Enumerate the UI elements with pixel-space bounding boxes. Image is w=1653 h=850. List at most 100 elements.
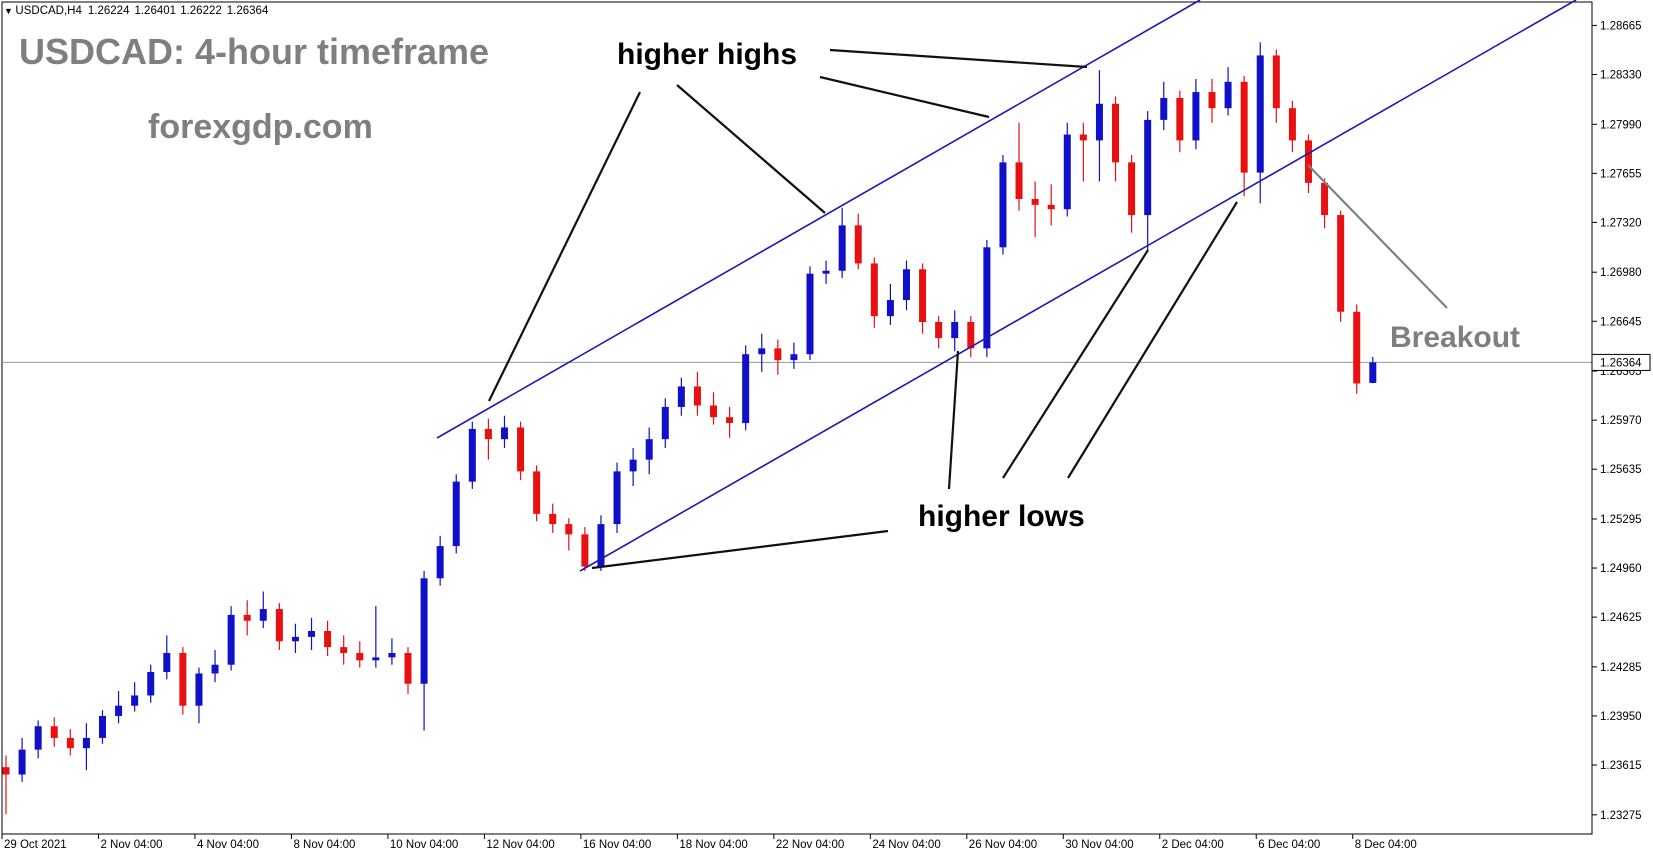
candle-body (179, 652, 187, 706)
header-symbol: USDCAD,H4 (15, 5, 82, 17)
candle-body (645, 439, 653, 460)
x-tick-label: 29 Oct 2021 (4, 839, 67, 850)
pointer-lines (488, 48, 1238, 570)
y-tick-label: 1.25970 (1600, 415, 1642, 427)
candle-body (1160, 97, 1168, 120)
candle-body (98, 715, 106, 738)
candle-body (533, 471, 541, 514)
x-tick-label: 22 Nov 04:00 (776, 839, 844, 850)
x-tick-label: 4 Nov 04:00 (197, 839, 259, 850)
header-high: 1.26401 (134, 5, 175, 17)
y-tick-label: 1.24960 (1600, 563, 1642, 575)
candle-body (902, 269, 910, 301)
candle-body (1240, 81, 1248, 173)
candle-body (468, 428, 476, 482)
breakout-pointer (1307, 164, 1448, 309)
plot-frame (1, 1, 1593, 835)
y-tick-label: 1.23950 (1600, 711, 1642, 723)
annotation: higher highs (617, 38, 797, 71)
candle-body (1321, 182, 1329, 216)
candle-body (790, 354, 798, 361)
candle-body (436, 546, 444, 579)
candle-body (983, 247, 991, 349)
candle-body (581, 534, 589, 567)
candle-body (951, 322, 959, 339)
y-tick-label: 1.28330 (1600, 69, 1642, 81)
candle-body (211, 664, 219, 674)
candle-body (82, 737, 90, 749)
pointer (488, 91, 641, 402)
candle-body (115, 705, 123, 716)
candle-body (758, 348, 766, 355)
candle-body (597, 524, 605, 567)
candle-body (1047, 204, 1055, 210)
current-price-label: 1.26364 (1600, 357, 1642, 369)
candle-body (967, 322, 975, 349)
candle-body (1337, 215, 1345, 312)
overlay-group: 1.26364 (1591, 353, 1651, 371)
candle-body (500, 427, 508, 440)
candle-body (340, 647, 348, 653)
candle-body (1288, 108, 1296, 141)
y-tick-label: 1.26645 (1600, 316, 1642, 328)
candle-body (1304, 140, 1312, 183)
y-tick-label: 1.23615 (1600, 760, 1642, 772)
y-tick-label: 1.25295 (1600, 514, 1642, 526)
candle-body (1369, 362, 1377, 383)
candle-body (308, 631, 316, 637)
x-tick-label: 8 Nov 04:00 (293, 839, 355, 850)
candle-body (1353, 311, 1361, 384)
chart-title: USDCAD: 4-hour timeframe (19, 31, 489, 72)
channel-lower (579, 0, 1577, 572)
candle-body (1144, 119, 1152, 216)
candle-body (356, 652, 364, 661)
candle-body (822, 270, 830, 274)
candle-body (147, 672, 155, 696)
y-tick-label: 1.24285 (1600, 662, 1642, 674)
candle-body (677, 386, 685, 407)
candle-body (484, 428, 492, 440)
candle-body (565, 524, 573, 535)
candle-body (163, 652, 171, 673)
current-price-box (1591, 353, 1651, 371)
candle-body (1272, 55, 1280, 109)
candle-body (34, 726, 42, 750)
pointer (1002, 249, 1149, 479)
candle-body (661, 406, 669, 440)
candle-body (1192, 92, 1200, 141)
pointer (676, 84, 826, 214)
subtitle: forexgdp.com (148, 108, 373, 146)
x-tick-label: 6 Dec 04:00 (1258, 839, 1320, 850)
candle-body (324, 631, 332, 648)
candle-body (275, 609, 283, 642)
pointer (819, 75, 990, 119)
y-tick-label: 1.24625 (1600, 612, 1642, 624)
candle-body (1015, 162, 1023, 199)
candle-body (1256, 55, 1264, 173)
candle-body (50, 726, 58, 738)
candle-body (886, 300, 894, 317)
candle-body (404, 652, 412, 684)
y-tick-label: 1.28665 (1600, 20, 1642, 32)
annotation: higher lows (918, 500, 1085, 533)
candle-body (549, 513, 557, 525)
candle-body (1031, 198, 1039, 205)
candle-body (1128, 162, 1136, 216)
candle-body (195, 673, 203, 706)
pointer (591, 529, 889, 570)
candle-body (806, 273, 814, 355)
annotation: Breakout (1390, 321, 1520, 354)
header-low: 1.26222 (180, 5, 222, 17)
candle-body (1112, 103, 1120, 163)
candle-body (710, 405, 718, 418)
candle-body (1224, 81, 1232, 109)
y-tick-label: 1.26980 (1600, 267, 1642, 279)
candle-body (452, 481, 460, 547)
candle-body (259, 609, 267, 621)
y-tick-label: 1.27320 (1600, 217, 1642, 229)
header: ▼ USDCAD,H4 1.26224 1.26401 1.26222 1.26364 (4, 5, 269, 17)
candle-body (243, 614, 251, 621)
